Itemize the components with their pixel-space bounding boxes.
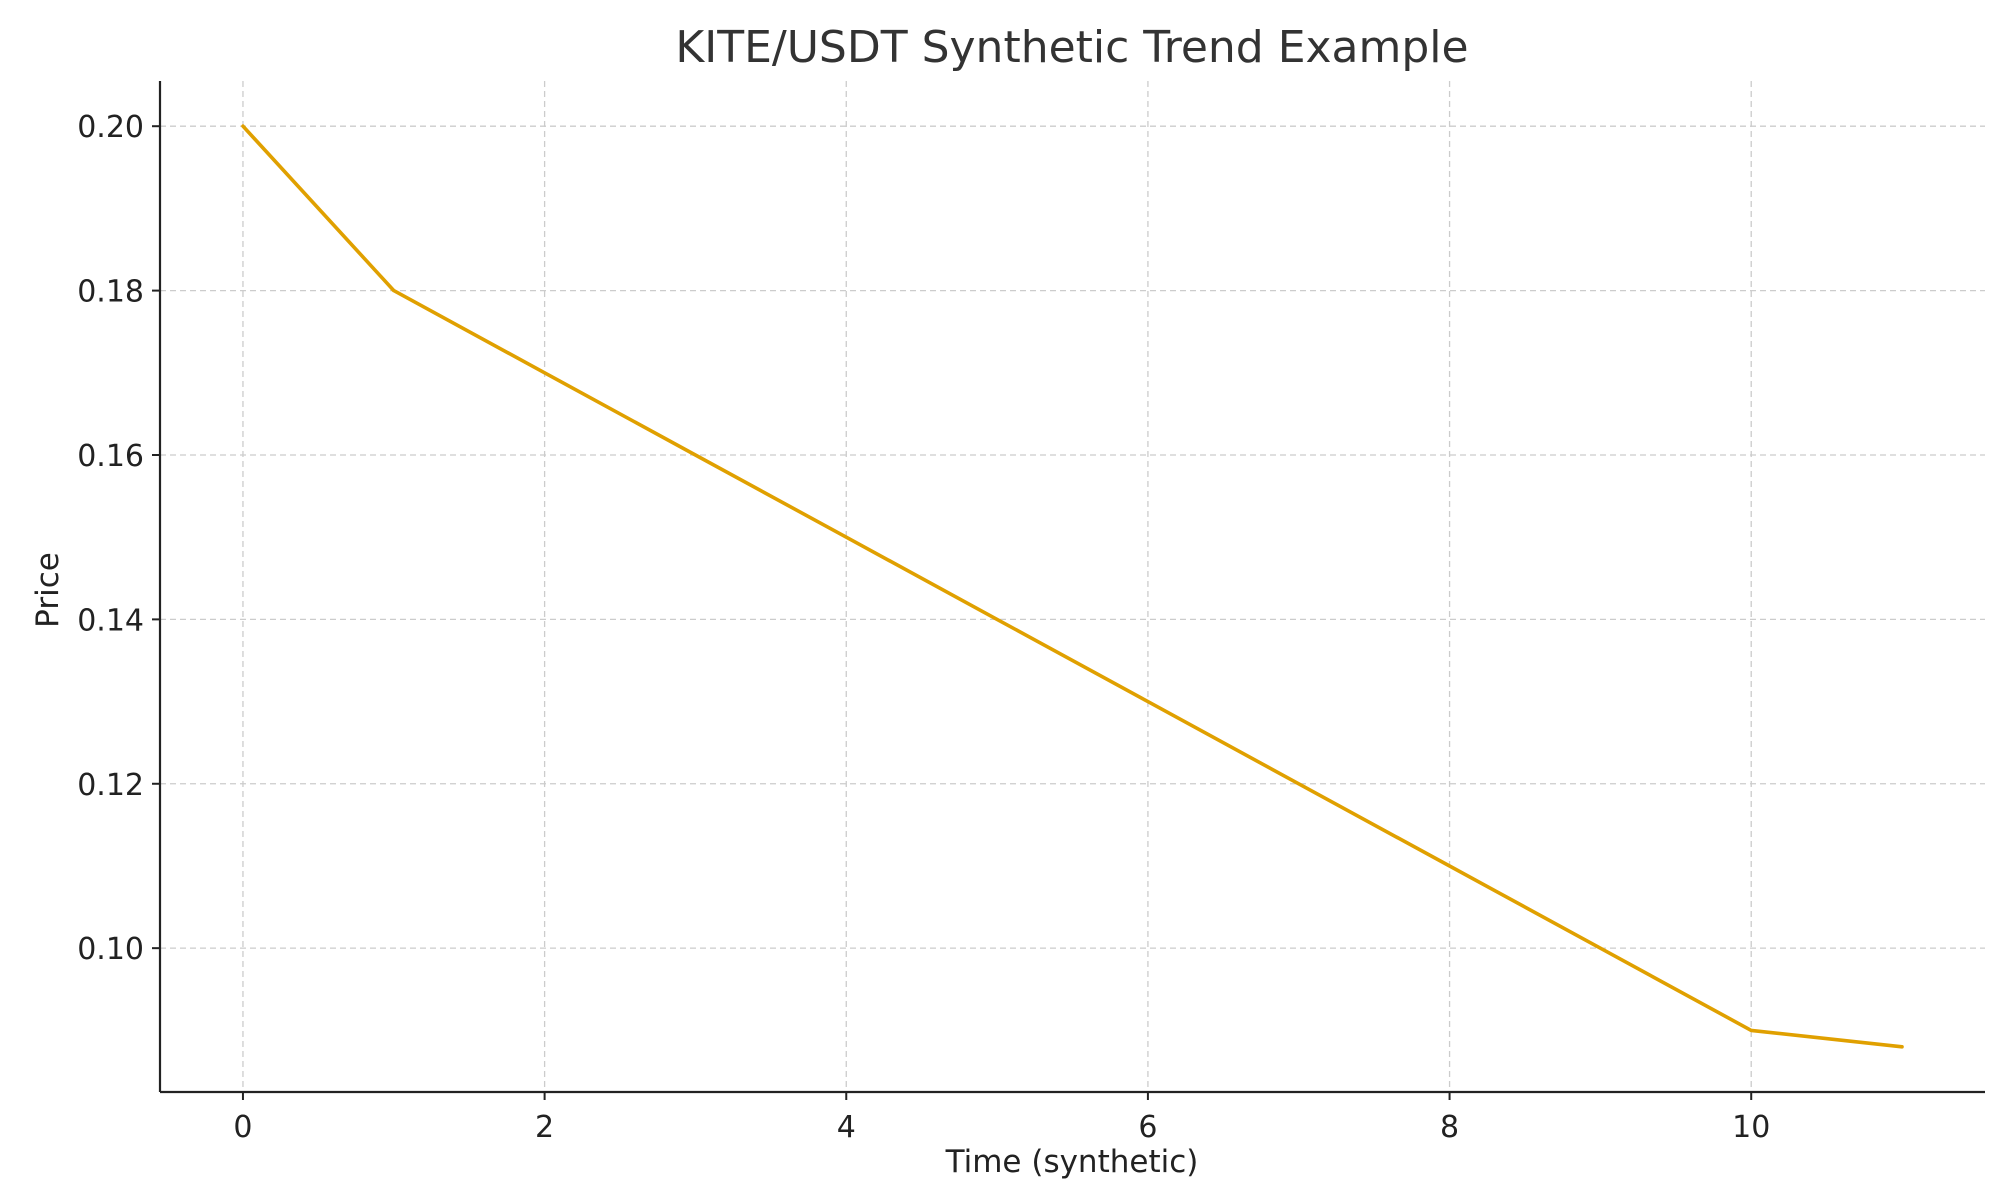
axes-layer bbox=[158, 81, 1985, 1094]
x-axis-label: Time (synthetic) bbox=[945, 1144, 1199, 1180]
y-tick-label: 0.18 bbox=[77, 275, 144, 310]
chart-title: KITE/USDT Synthetic Trend Example bbox=[675, 22, 1468, 73]
series-line bbox=[241, 124, 1904, 1049]
x-tick-label: 10 bbox=[1732, 1110, 1770, 1145]
y-tick-label: 0.10 bbox=[77, 932, 144, 967]
series-layer bbox=[241, 124, 1904, 1049]
x-tick-label: 6 bbox=[1138, 1110, 1157, 1145]
x-tick-label: 2 bbox=[535, 1110, 554, 1145]
y-axis-label: Price bbox=[30, 552, 66, 628]
ticks-layer: 0 2 4 6 8 10 0.10 0.12 0.14 0.16 0.18 0.20 bbox=[77, 110, 1770, 1145]
x-tick-label: 0 bbox=[233, 1110, 252, 1145]
y-tick-label: 0.16 bbox=[77, 439, 144, 474]
y-tick-label: 0.14 bbox=[77, 603, 144, 638]
x-tick-label: 8 bbox=[1440, 1110, 1459, 1145]
y-tick-label: 0.20 bbox=[77, 110, 144, 145]
x-tick-label: 4 bbox=[837, 1110, 856, 1145]
grid-layer bbox=[160, 81, 1985, 1092]
y-tick-label: 0.12 bbox=[77, 768, 144, 803]
